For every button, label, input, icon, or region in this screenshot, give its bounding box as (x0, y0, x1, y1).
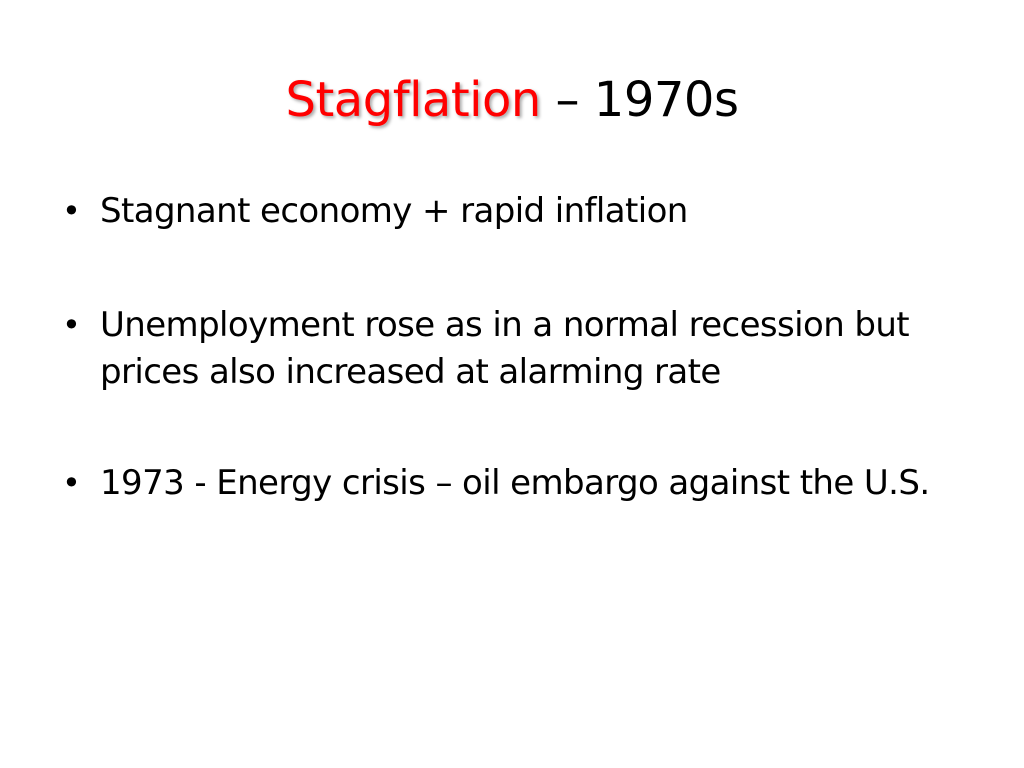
bullet-text: 1973 - Energy crisis – oil embargo again… (100, 463, 930, 503)
bullet-dot-icon: • (62, 464, 81, 502)
bullet-text: Unemployment rose as in a normal recessi… (100, 305, 910, 392)
bullet-item: • Stagnant economy + rapid inflation (62, 188, 962, 235)
bullet-dot-icon: • (62, 306, 81, 344)
bullet-list: • Stagnant economy + rapid inflation • U… (62, 188, 962, 549)
title-highlight: Stagflation (285, 72, 542, 128)
title-rest: – 1970s (540, 72, 739, 128)
bullet-item: • 1973 - Energy crisis – oil embargo aga… (62, 460, 962, 507)
bullet-text: Stagnant economy + rapid inflation (100, 191, 688, 231)
bullet-dot-icon: • (62, 192, 81, 230)
slide-title: Stagflation – 1970s (0, 60, 1024, 140)
bullet-item: • Unemployment rose as in a normal reces… (62, 302, 962, 396)
